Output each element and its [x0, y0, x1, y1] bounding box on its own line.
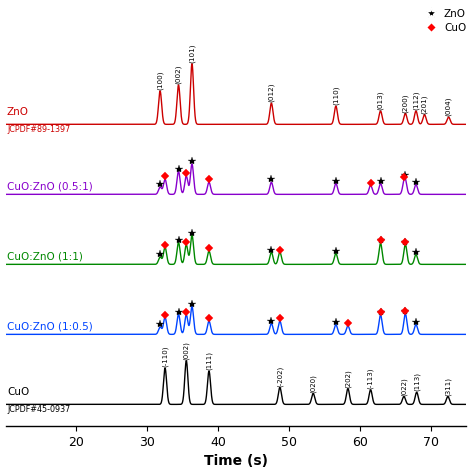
- Text: (201): (201): [421, 94, 428, 114]
- Text: JCPDF#89-1397: JCPDF#89-1397: [7, 125, 70, 134]
- Text: (020): (020): [310, 374, 317, 392]
- Text: (-110): (-110): [162, 346, 168, 367]
- Text: (004): (004): [446, 97, 452, 116]
- Text: CuO:ZnO (1:0.5): CuO:ZnO (1:0.5): [7, 321, 93, 331]
- X-axis label: Time (s): Time (s): [204, 455, 268, 468]
- Text: (022): (022): [401, 377, 407, 396]
- Text: (002): (002): [175, 64, 182, 84]
- Legend: ZnO, CuO: ZnO, CuO: [417, 4, 470, 37]
- Text: JCPDF#45-0937: JCPDF#45-0937: [7, 405, 70, 414]
- Text: (202): (202): [345, 369, 351, 388]
- Text: (-113): (-113): [367, 367, 374, 389]
- Text: (113): (113): [413, 373, 420, 392]
- Text: CuO:ZnO (0.5:1): CuO:ZnO (0.5:1): [7, 181, 93, 191]
- Text: (311): (311): [445, 377, 451, 396]
- Text: (110): (110): [333, 86, 339, 105]
- Text: (111): (111): [206, 351, 212, 370]
- Text: CuO:ZnO (1:1): CuO:ZnO (1:1): [7, 251, 83, 261]
- Text: (100): (100): [157, 71, 164, 90]
- Text: CuO: CuO: [7, 387, 29, 397]
- Text: (002): (002): [183, 341, 190, 360]
- Text: (112): (112): [413, 91, 419, 110]
- Text: (013): (013): [377, 91, 384, 110]
- Text: (012): (012): [268, 83, 274, 102]
- Text: (200): (200): [402, 93, 409, 113]
- Text: (101): (101): [189, 44, 195, 63]
- Text: ZnO: ZnO: [7, 107, 29, 117]
- Text: (-202): (-202): [277, 365, 283, 387]
